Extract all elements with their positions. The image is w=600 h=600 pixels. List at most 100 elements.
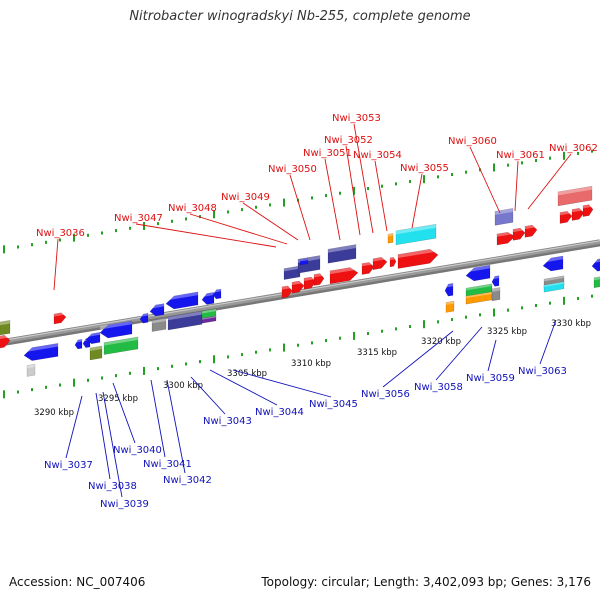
gene-label-bottom: Nwi_3044: [255, 407, 304, 418]
leader-line: [150, 379, 166, 458]
leader-line: [166, 379, 186, 474]
gene-feature: [524, 224, 538, 238]
gene-feature: [283, 265, 301, 280]
ruler-label: 3295 kbp: [98, 394, 138, 404]
gene-label-top: Nwi_3052: [324, 135, 373, 146]
gene-label-top: Nwi_3055: [400, 163, 449, 174]
gene-feature: [313, 272, 325, 286]
leader-line: [345, 145, 361, 236]
gene-feature: [542, 255, 564, 272]
gene-feature: [445, 300, 455, 313]
gene-label-bottom: Nwi_3045: [309, 399, 358, 410]
gene-feature: [593, 275, 600, 289]
gene-feature: [494, 208, 514, 226]
gene-feature: [89, 345, 103, 361]
gene-feature: [557, 185, 593, 207]
gene-label-top: Nwi_3062: [549, 143, 598, 154]
gene-feature: [582, 203, 594, 217]
leader-line: [289, 174, 311, 241]
gene-feature: [299, 258, 309, 266]
gene-feature: [85, 332, 101, 344]
gene-feature: [559, 210, 573, 224]
gene-label-bottom: Nwi_3039: [100, 499, 149, 510]
leader-line: [232, 369, 332, 398]
genome-summary: Topology: circular; Length: 3,402,093 bp…: [261, 575, 591, 589]
gene-feature: [397, 247, 439, 269]
ruler-label: 3330 kbp: [551, 319, 591, 329]
leader-line: [539, 319, 557, 365]
gene-feature: [571, 207, 585, 221]
leader-line: [189, 213, 288, 245]
gene-feature: [139, 312, 149, 324]
gene-feature: [149, 303, 165, 317]
gene-feature: [281, 285, 293, 299]
leader-line: [95, 392, 111, 480]
gene-features: [0, 185, 600, 377]
gene-label-top: Nwi_3049: [221, 192, 270, 203]
gene-label-bottom: Nwi_3038: [88, 481, 137, 492]
gene-feature: [0, 320, 11, 336]
leader-line: [487, 339, 497, 372]
gene-feature: [201, 315, 217, 324]
gene-label-top: Nwi_3053: [332, 113, 381, 124]
gene-feature: [491, 275, 500, 287]
gene-feature: [372, 256, 388, 271]
gene-feature: [99, 320, 133, 339]
gene-label-bottom: Nwi_3063: [518, 366, 567, 377]
gene-feature: [327, 244, 357, 264]
gene-feature: [543, 281, 565, 293]
gene-feature: [465, 264, 491, 282]
gene-feature: [395, 223, 437, 246]
gene-feature: [26, 363, 36, 377]
gene-feature: [201, 291, 215, 305]
gene-feature: [291, 280, 305, 294]
gene-label-top: Nwi_3050: [268, 164, 317, 175]
gene-feature: [212, 288, 222, 300]
leader-line: [53, 238, 59, 291]
gene-label-bottom: Nwi_3059: [466, 373, 515, 384]
ruler-label: 3290 kbp: [34, 408, 74, 418]
ruler-label: 3320 kbp: [421, 337, 461, 347]
gene-label-top: Nwi_3047: [114, 213, 163, 224]
leader-line: [324, 158, 341, 241]
gene-feature: [591, 257, 600, 272]
ruler-label: 3315 kbp: [357, 348, 397, 358]
gene-label-bottom: Nwi_3056: [361, 389, 410, 400]
accession-label: Accession: NC_007406: [9, 575, 146, 589]
gene-feature: [23, 343, 59, 361]
gene-feature: [165, 291, 199, 310]
ruler-label: 3300 kbp: [163, 381, 203, 391]
leader-line: [353, 123, 374, 234]
gene-feature: [465, 291, 493, 305]
gene-feature: [512, 227, 526, 241]
leader-line: [242, 202, 299, 241]
gene-feature: [491, 287, 501, 302]
gene-feature: [74, 339, 83, 350]
leader-line: [65, 395, 83, 459]
leader-line: [102, 391, 123, 498]
gene-feature: [167, 310, 203, 331]
gene-label-top: Nwi_3036: [36, 228, 85, 239]
gene-feature: [329, 266, 359, 285]
gene-feature: [496, 230, 516, 246]
gene-label-bottom: Nwi_3043: [203, 416, 252, 427]
gene-feature: [387, 233, 394, 244]
gene-feature: [53, 311, 67, 325]
leader-line: [190, 376, 226, 415]
top-gene-labels: Nwi_3036 Nwi_3047 Nwi_3048 Nwi_3049 Nwi_3050…: [36, 113, 598, 291]
gene-feature: [444, 283, 454, 297]
gene-label-top: Nwi_3048: [168, 203, 217, 214]
leader-line: [112, 382, 136, 444]
gene-label-bottom: Nwi_3040: [113, 445, 162, 456]
gene-label-top: Nwi_3051: [303, 148, 352, 159]
tick-marks: [3, 149, 593, 399]
leader-line: [435, 326, 483, 381]
ruler-label: 3325 kbp: [487, 327, 527, 337]
leader-line: [209, 369, 278, 406]
gene-label-bottom: Nwi_3041: [143, 459, 192, 470]
backbone-line: [0, 239, 600, 344]
leader-line: [527, 153, 572, 210]
gene-feature: [103, 336, 139, 355]
ruler-label: 3310 kbp: [291, 359, 331, 369]
